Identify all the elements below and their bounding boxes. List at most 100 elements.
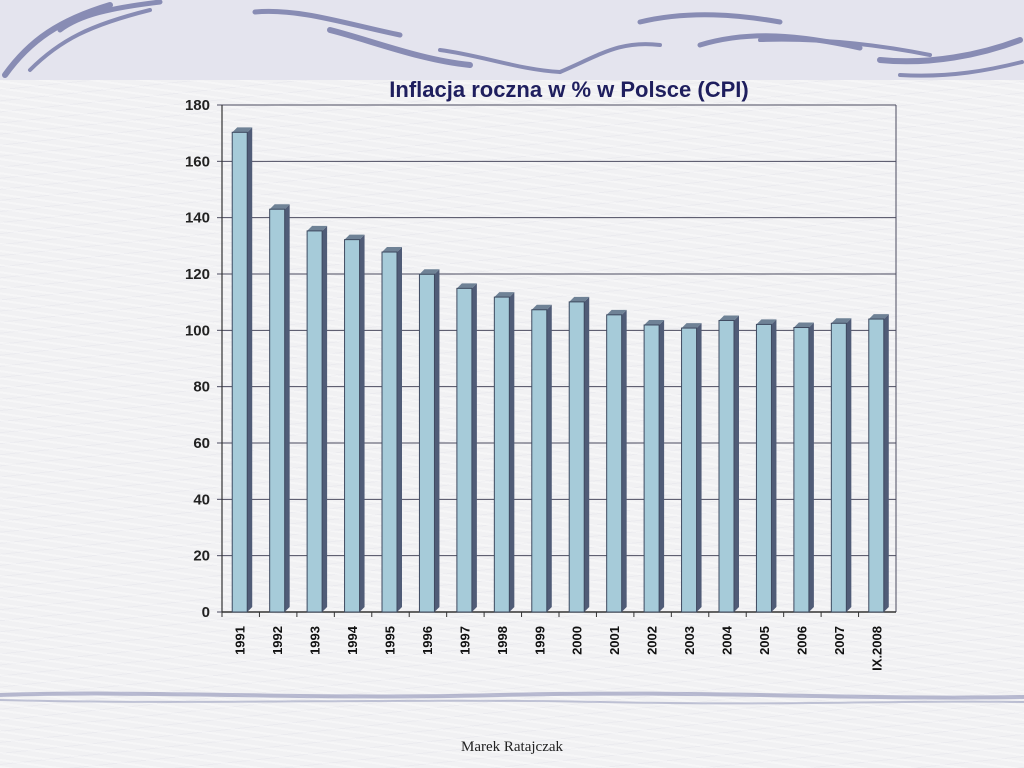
- bar-front: [456, 287, 473, 613]
- bar: [643, 319, 665, 613]
- bar-top: [681, 323, 702, 329]
- bar-side: [771, 319, 777, 612]
- bar-top: [569, 296, 590, 302]
- bar: [418, 269, 440, 613]
- bar: [344, 234, 365, 613]
- x-tick-label: 1993: [308, 626, 323, 655]
- bar: [306, 225, 328, 613]
- bar: [231, 127, 253, 613]
- bar-front: [344, 239, 361, 613]
- bar-side: [434, 269, 440, 612]
- bar: [568, 296, 590, 613]
- bar-top: [419, 269, 440, 275]
- y-axis-ticks: 0 20 40 60 80 100 120 140 160 180: [185, 97, 210, 621]
- y-tick-label: 0: [202, 604, 210, 621]
- bar-top: [793, 322, 814, 328]
- bar-side: [359, 234, 365, 613]
- x-tick-label: 1997: [457, 626, 472, 655]
- bar-side: [584, 296, 590, 612]
- bar-front: [531, 309, 548, 613]
- bar-front: [493, 296, 510, 613]
- bar-top: [344, 234, 365, 240]
- bar-top: [868, 314, 889, 320]
- bar-side: [247, 127, 253, 613]
- bar-top: [456, 283, 477, 289]
- bar: [793, 322, 814, 613]
- bar-top: [232, 127, 253, 133]
- y-tick-label: 40: [193, 491, 210, 508]
- bar-front: [718, 319, 735, 613]
- bar: [456, 283, 477, 613]
- x-tick-label: 1998: [495, 626, 510, 655]
- bar-front: [830, 322, 847, 613]
- bar: [868, 314, 889, 613]
- bar-top: [644, 319, 665, 325]
- y-tick-label: 100: [185, 322, 210, 339]
- y-tick-label: 140: [185, 210, 210, 227]
- x-tick-label: 1995: [383, 626, 398, 655]
- x-tick-label: 1996: [420, 626, 435, 655]
- bar: [755, 319, 777, 613]
- bar-front: [269, 208, 286, 613]
- bar-top: [719, 315, 739, 321]
- bar-top: [756, 319, 777, 325]
- bar-front: [231, 131, 248, 613]
- bar-side: [846, 318, 852, 612]
- author-name: Marek Ratajczak: [460, 739, 564, 755]
- bar-front: [793, 327, 810, 613]
- bar-side: [621, 309, 627, 612]
- bar-side: [883, 314, 889, 612]
- bar-top: [269, 204, 290, 210]
- bar-side: [734, 315, 739, 612]
- x-tick-label: 1994: [345, 625, 360, 655]
- bar-front: [681, 327, 698, 613]
- x-axis-ticks: 1991 1992 1993 1994 1995 1996 1997 1998 1999 2000…: [221, 612, 884, 671]
- x-tick-label: 2003: [682, 626, 697, 655]
- x-tick-label: 2005: [757, 626, 772, 655]
- y-tick-label: 120: [185, 266, 210, 283]
- y-tick-label: 80: [193, 379, 210, 396]
- bar-top: [307, 225, 328, 231]
- x-tick-label: 2006: [794, 626, 809, 655]
- bar-top: [531, 304, 552, 310]
- chart-title: Inflacja roczna w % w Polsce (CPI): [389, 77, 748, 102]
- bar-front: [381, 251, 398, 613]
- bar-front: [568, 301, 585, 613]
- bar: [269, 204, 290, 613]
- bar-side: [509, 292, 515, 612]
- bar-front: [643, 324, 660, 613]
- bar-side: [397, 247, 402, 612]
- bar-top: [606, 309, 627, 315]
- bar-side: [696, 323, 702, 612]
- x-tick-label: 2002: [645, 626, 660, 655]
- bar-front: [306, 230, 323, 613]
- bar-front: [606, 314, 623, 613]
- x-tick-label: 1992: [270, 626, 285, 655]
- bar-front: [418, 273, 435, 613]
- bar: [681, 323, 702, 613]
- bar-side: [546, 304, 552, 612]
- bar: [493, 292, 515, 613]
- x-tick-label: 2007: [832, 626, 847, 655]
- bar-side: [471, 283, 477, 612]
- y-tick-label: 20: [193, 548, 210, 565]
- y-tick-label: 180: [185, 97, 210, 114]
- bar-side: [659, 319, 665, 612]
- x-tick-label: 2001: [607, 626, 622, 655]
- bar-side: [284, 204, 290, 612]
- bar-top: [831, 318, 852, 324]
- bars: [231, 127, 889, 613]
- x-tick-label: IX.2008: [869, 626, 884, 671]
- x-tick-label: 1999: [532, 626, 547, 655]
- bar: [381, 247, 402, 613]
- bar: [830, 318, 852, 613]
- bar-top: [494, 292, 515, 298]
- bar-side: [322, 225, 328, 612]
- y-tick-label: 60: [193, 435, 210, 452]
- bar-front: [755, 323, 772, 613]
- x-tick-label: 1991: [233, 626, 248, 655]
- bar: [606, 309, 627, 613]
- y-tick-label: 160: [185, 153, 210, 170]
